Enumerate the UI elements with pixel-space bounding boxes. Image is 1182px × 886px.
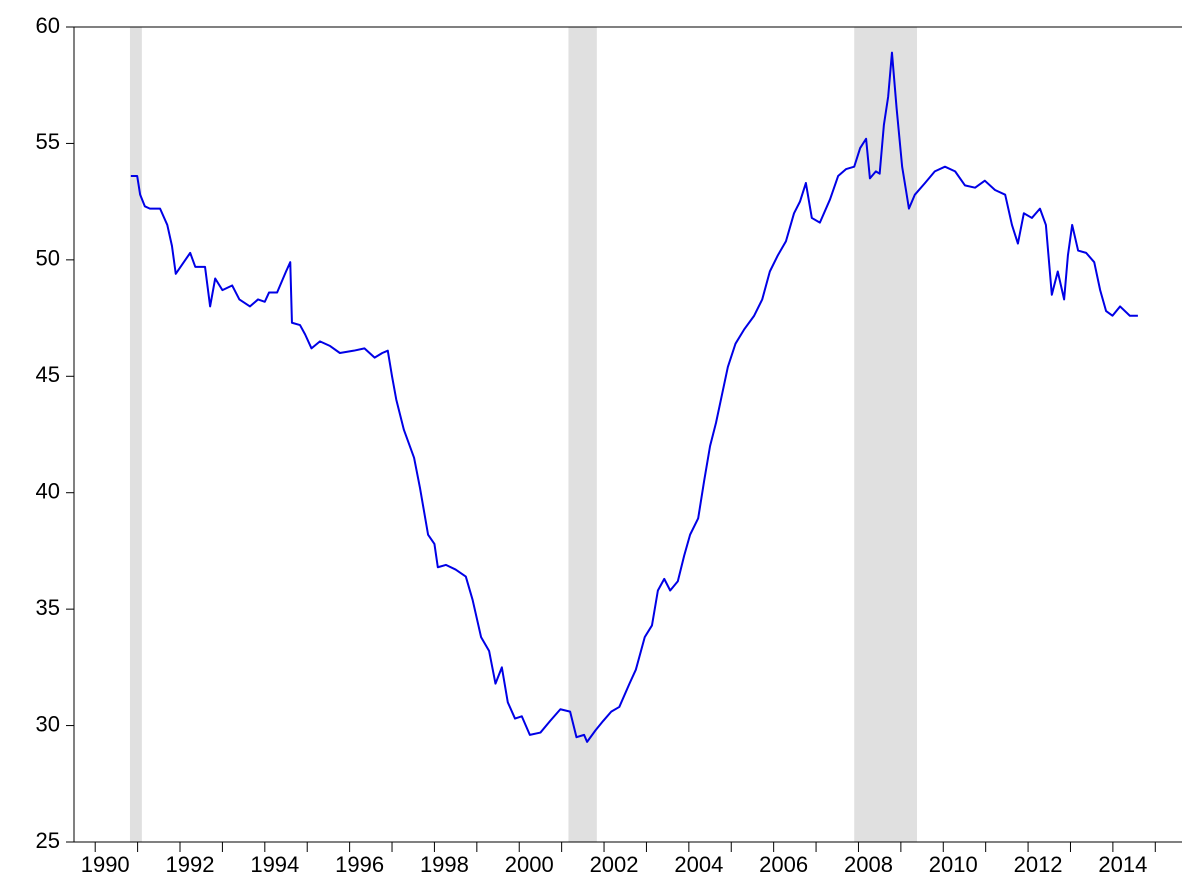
y-tick-label: 55 bbox=[36, 129, 60, 154]
y-tick-label: 60 bbox=[36, 13, 60, 38]
x-tick-label: 1992 bbox=[166, 852, 215, 877]
data-line bbox=[130, 51, 1138, 743]
x-tick-label: 2012 bbox=[1014, 852, 1063, 877]
x-tick-label: 2008 bbox=[844, 852, 893, 877]
y-tick-label: 50 bbox=[36, 246, 60, 271]
x-tick-label: 2000 bbox=[505, 852, 554, 877]
recession-band bbox=[568, 27, 597, 842]
y-tick-label: 35 bbox=[36, 595, 60, 620]
x-tick-label: 2006 bbox=[759, 852, 808, 877]
x-tick-label: 2010 bbox=[929, 852, 978, 877]
x-tick-label: 1996 bbox=[335, 852, 384, 877]
y-tick-label: 25 bbox=[36, 828, 60, 853]
recession-band bbox=[129, 27, 142, 842]
recession-band bbox=[854, 27, 917, 842]
x-tick-label: 2014 bbox=[1098, 852, 1147, 877]
x-tick-label: 2002 bbox=[590, 852, 639, 877]
x-tick-label: 1998 bbox=[420, 852, 469, 877]
y-tick-label: 30 bbox=[36, 711, 60, 736]
y-tick-label: 40 bbox=[36, 479, 60, 504]
x-tick-label: 1990 bbox=[81, 852, 130, 877]
x-tick-label: 2004 bbox=[674, 852, 723, 877]
x-tick-label: 1994 bbox=[250, 852, 299, 877]
y-tick-label: 45 bbox=[36, 362, 60, 387]
